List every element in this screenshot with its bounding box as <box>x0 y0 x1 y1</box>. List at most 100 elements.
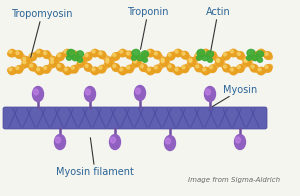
Ellipse shape <box>154 51 161 59</box>
Ellipse shape <box>189 58 192 61</box>
Ellipse shape <box>78 58 81 61</box>
Ellipse shape <box>133 57 140 65</box>
Ellipse shape <box>147 49 154 57</box>
Ellipse shape <box>223 52 230 60</box>
Ellipse shape <box>258 50 261 53</box>
Ellipse shape <box>43 51 50 58</box>
Ellipse shape <box>85 89 91 95</box>
Ellipse shape <box>224 53 226 56</box>
Ellipse shape <box>126 65 134 73</box>
Ellipse shape <box>8 67 16 74</box>
Ellipse shape <box>230 68 233 71</box>
Ellipse shape <box>264 65 272 72</box>
Ellipse shape <box>126 51 134 59</box>
Ellipse shape <box>84 53 92 60</box>
Ellipse shape <box>264 52 272 59</box>
Ellipse shape <box>37 68 40 71</box>
Ellipse shape <box>110 134 121 150</box>
Ellipse shape <box>166 138 170 144</box>
Ellipse shape <box>250 52 258 60</box>
Ellipse shape <box>134 85 146 101</box>
Ellipse shape <box>161 58 164 61</box>
Ellipse shape <box>258 68 261 71</box>
Ellipse shape <box>217 59 220 62</box>
Ellipse shape <box>230 67 237 75</box>
Text: Myosin filament: Myosin filament <box>56 138 134 177</box>
Ellipse shape <box>127 52 130 55</box>
Ellipse shape <box>237 66 240 69</box>
Ellipse shape <box>85 86 95 102</box>
Ellipse shape <box>210 66 213 69</box>
Ellipse shape <box>244 59 247 62</box>
Ellipse shape <box>106 60 109 63</box>
Ellipse shape <box>235 134 245 150</box>
Ellipse shape <box>181 65 189 73</box>
Ellipse shape <box>195 64 202 72</box>
Ellipse shape <box>202 67 209 75</box>
Text: Tropomyosin: Tropomyosin <box>11 9 73 57</box>
Ellipse shape <box>217 59 220 63</box>
Ellipse shape <box>43 66 50 73</box>
Ellipse shape <box>160 59 168 67</box>
Ellipse shape <box>182 66 185 69</box>
Ellipse shape <box>182 52 185 55</box>
Ellipse shape <box>244 59 251 66</box>
Ellipse shape <box>57 64 60 67</box>
Ellipse shape <box>77 57 85 64</box>
Ellipse shape <box>131 56 136 60</box>
Ellipse shape <box>209 52 216 59</box>
Ellipse shape <box>78 60 81 63</box>
Ellipse shape <box>16 66 19 69</box>
Ellipse shape <box>84 64 92 71</box>
Ellipse shape <box>257 58 262 62</box>
Ellipse shape <box>85 64 88 67</box>
Ellipse shape <box>50 57 53 61</box>
Ellipse shape <box>142 58 148 62</box>
Ellipse shape <box>251 53 254 56</box>
Ellipse shape <box>23 57 26 60</box>
Ellipse shape <box>112 64 119 71</box>
Ellipse shape <box>57 64 64 71</box>
Ellipse shape <box>202 49 209 57</box>
Ellipse shape <box>196 65 199 68</box>
Ellipse shape <box>64 68 68 71</box>
Ellipse shape <box>113 54 116 56</box>
Ellipse shape <box>77 60 85 67</box>
Ellipse shape <box>67 56 71 60</box>
Ellipse shape <box>196 56 202 60</box>
Ellipse shape <box>132 49 140 57</box>
Ellipse shape <box>210 52 213 55</box>
Ellipse shape <box>140 53 147 60</box>
Ellipse shape <box>140 53 143 56</box>
Ellipse shape <box>57 54 60 57</box>
Ellipse shape <box>137 55 143 61</box>
Ellipse shape <box>230 49 237 57</box>
Ellipse shape <box>216 59 223 66</box>
Ellipse shape <box>134 60 136 63</box>
Ellipse shape <box>37 50 40 53</box>
Ellipse shape <box>247 49 255 57</box>
Ellipse shape <box>251 65 254 68</box>
Ellipse shape <box>29 63 37 71</box>
Ellipse shape <box>98 65 106 73</box>
Ellipse shape <box>98 51 106 59</box>
Ellipse shape <box>23 61 26 64</box>
Ellipse shape <box>112 53 119 60</box>
Ellipse shape <box>71 52 74 55</box>
Ellipse shape <box>113 64 116 68</box>
Ellipse shape <box>32 86 44 102</box>
Ellipse shape <box>16 52 19 54</box>
Ellipse shape <box>50 61 53 64</box>
Ellipse shape <box>206 51 214 57</box>
Ellipse shape <box>34 89 38 95</box>
Ellipse shape <box>127 66 130 69</box>
Ellipse shape <box>76 51 83 57</box>
Ellipse shape <box>174 49 182 57</box>
Ellipse shape <box>168 65 171 68</box>
Ellipse shape <box>106 58 109 61</box>
Ellipse shape <box>244 58 251 65</box>
Ellipse shape <box>29 53 37 61</box>
Ellipse shape <box>72 55 78 61</box>
Ellipse shape <box>209 65 216 73</box>
Ellipse shape <box>15 66 23 73</box>
